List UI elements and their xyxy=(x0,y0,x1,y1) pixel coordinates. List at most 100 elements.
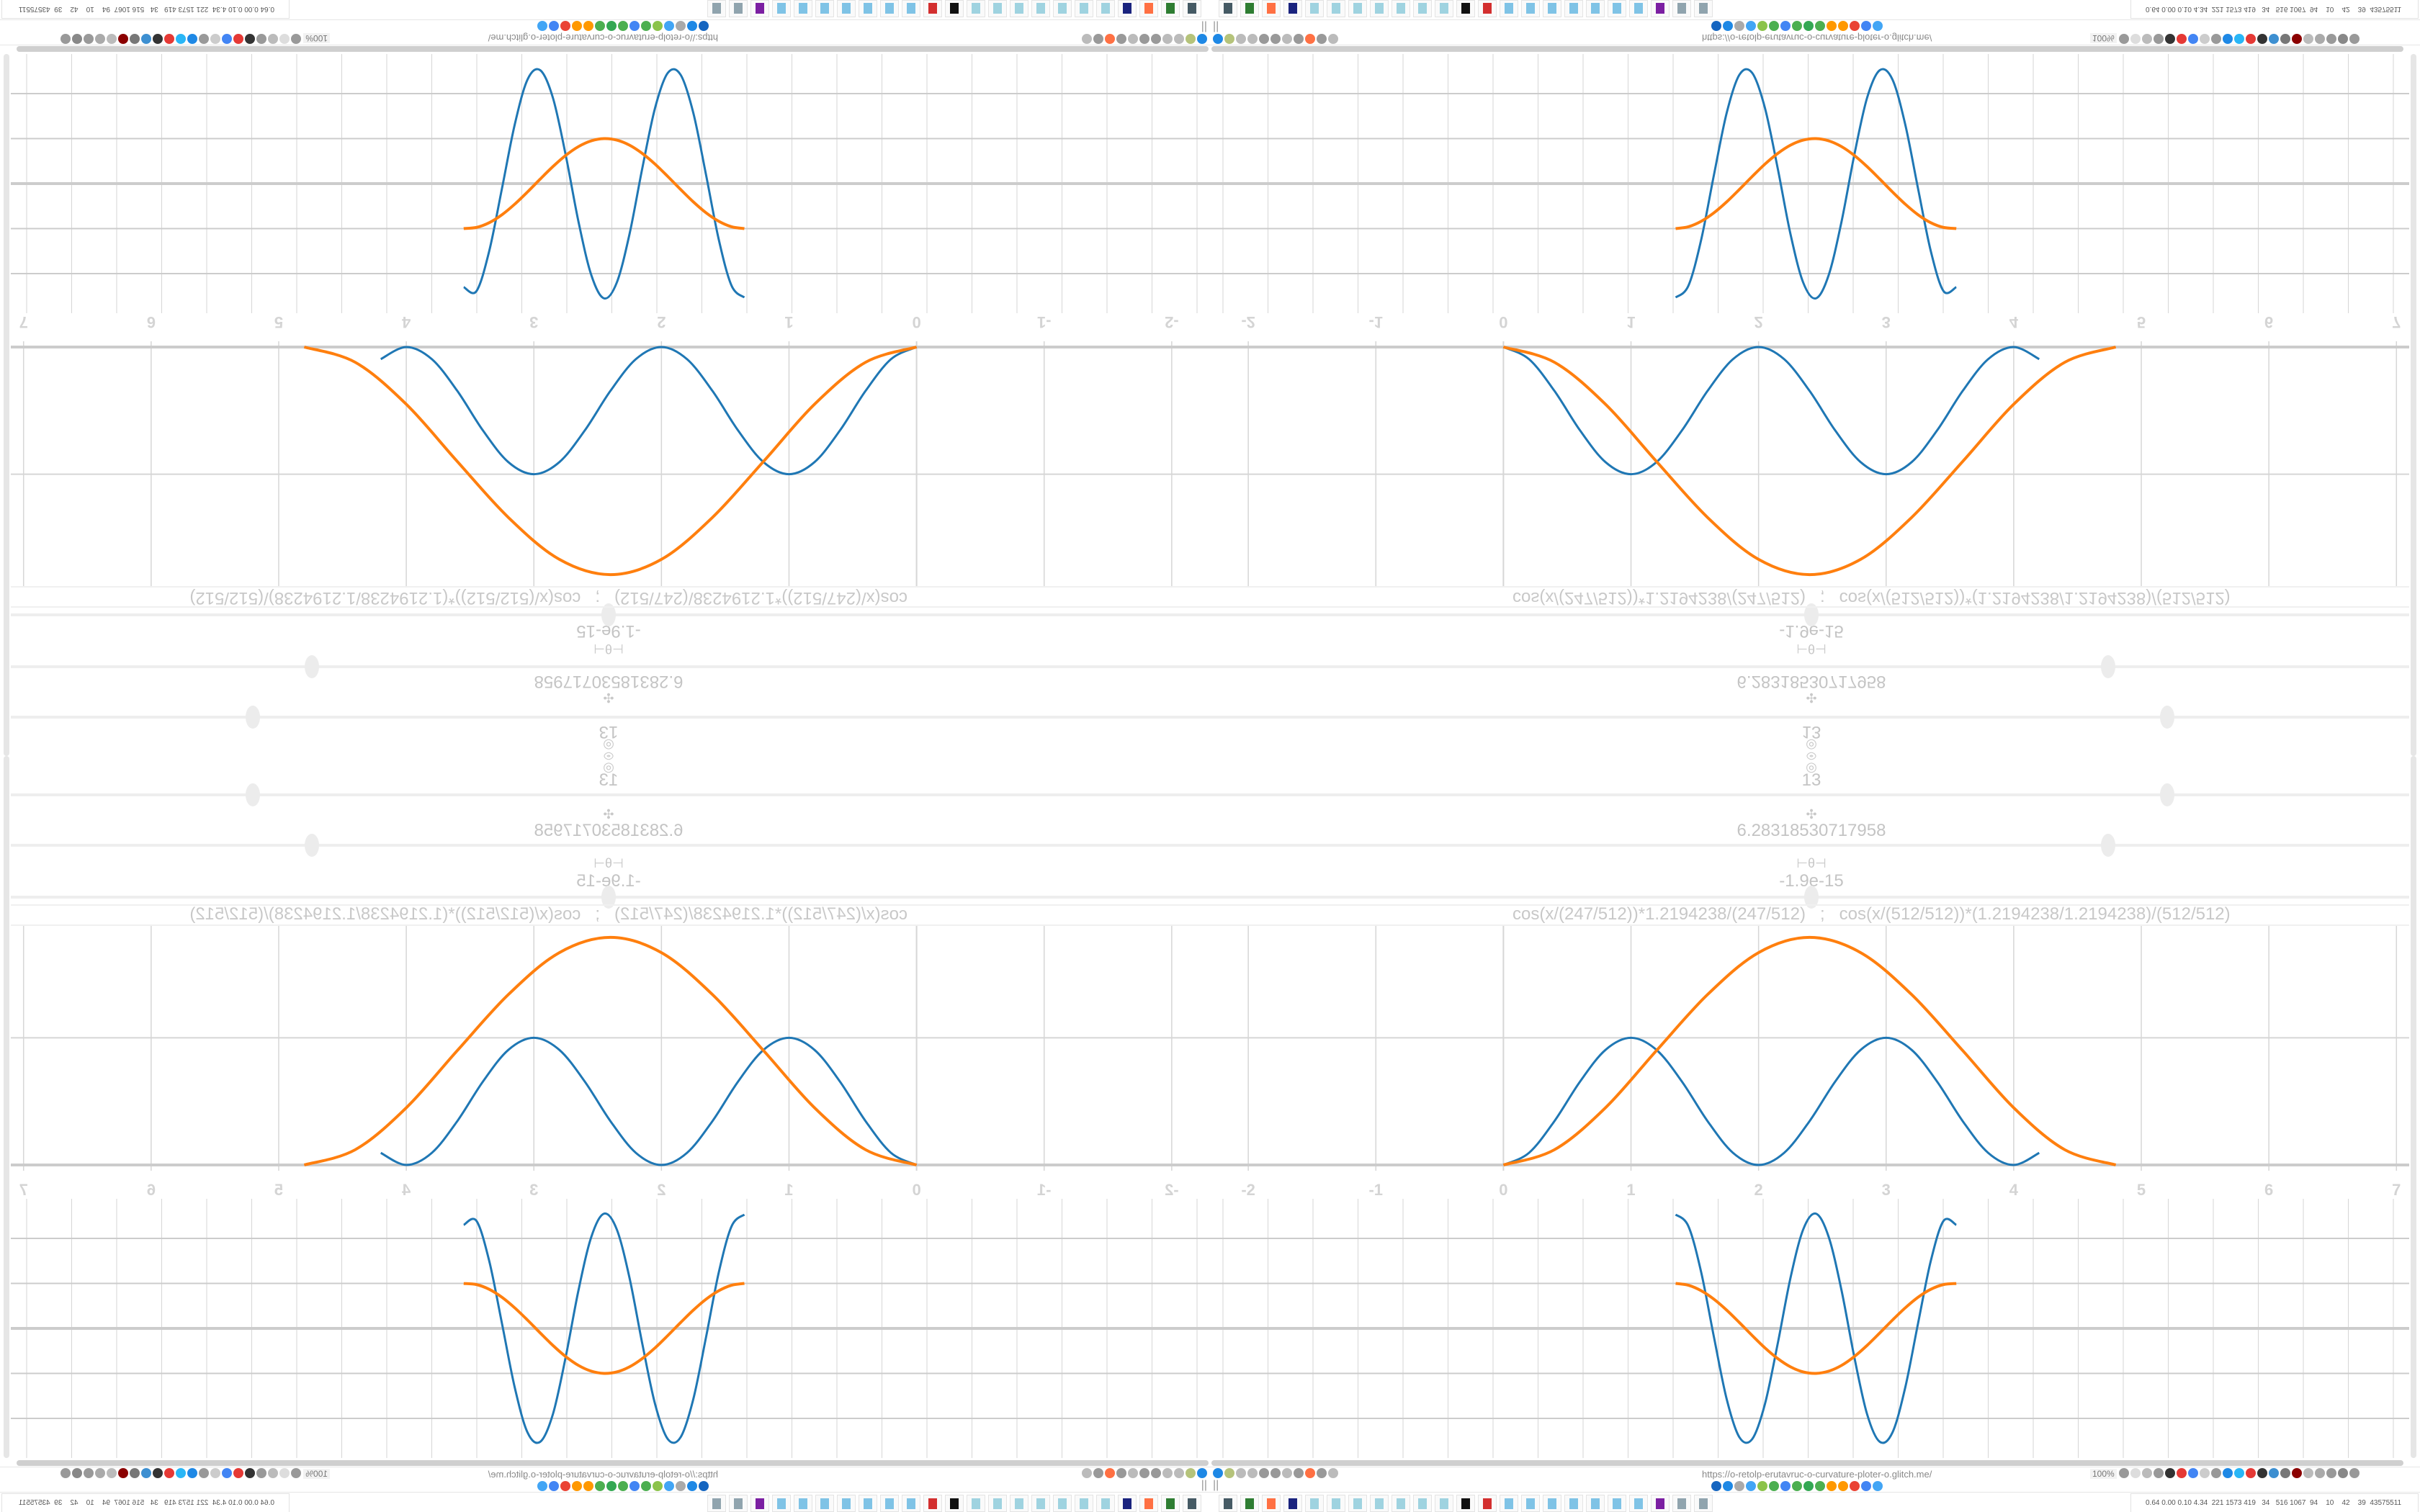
zoom-level[interactable]: 100% xyxy=(2090,1469,2117,1479)
formula-text[interactable]: cos(x/(247/512))*1.2194238/(247/512) ; c… xyxy=(189,588,908,608)
taskbar-button[interactable] xyxy=(750,1495,769,1512)
taskbar-button[interactable] xyxy=(1219,0,1237,17)
taskbar-button[interactable] xyxy=(837,1495,856,1512)
taskbar-button[interactable] xyxy=(1694,1495,1713,1512)
zoom-level[interactable]: 100% xyxy=(303,33,330,43)
toolbar-icon[interactable] xyxy=(1838,1481,1848,1491)
toolbar-icon[interactable] xyxy=(187,34,197,44)
toolbar-icon[interactable] xyxy=(1815,1481,1825,1491)
taskbar-button[interactable] xyxy=(1305,0,1324,17)
parameter-slider[interactable] xyxy=(1210,706,2409,729)
pause-icon[interactable]: || xyxy=(1201,21,1207,33)
toolbar-icon[interactable] xyxy=(2211,34,2221,44)
toolbar-icon[interactable] xyxy=(245,1468,255,1478)
taskbar-button[interactable] xyxy=(1370,1495,1389,1512)
toolbar-icon[interactable] xyxy=(2188,34,2198,44)
taskbar-button[interactable] xyxy=(729,0,748,17)
curve-chart-top[interactable] xyxy=(1210,341,2409,586)
toolbar-icon[interactable] xyxy=(1213,1468,1223,1478)
curvature-chart-bottom[interactable] xyxy=(1210,54,2409,313)
toolbar-icon[interactable] xyxy=(2280,1468,2290,1478)
taskbar-button[interactable] xyxy=(1521,0,1540,17)
toolbar-icon[interactable] xyxy=(2269,1468,2279,1478)
taskbar-button[interactable] xyxy=(1586,1495,1605,1512)
toolbar-icon[interactable] xyxy=(187,1468,197,1478)
toolbar-icon[interactable] xyxy=(2165,34,2175,44)
taskbar-button[interactable] xyxy=(794,1495,812,1512)
toolbar-icon[interactable] xyxy=(176,1468,186,1478)
taskbar-button[interactable] xyxy=(1118,0,1137,17)
taskbar-button[interactable] xyxy=(729,1495,748,1512)
parameter-slider[interactable] xyxy=(11,834,1210,857)
toolbar-icon[interactable] xyxy=(1282,1468,1292,1478)
zoom-level[interactable]: 100% xyxy=(2090,33,2117,43)
toolbar-icon[interactable] xyxy=(72,1468,82,1478)
toolbar-icon[interactable] xyxy=(84,1468,94,1478)
taskbar-button[interactable] xyxy=(859,1495,877,1512)
toolbar-icon[interactable] xyxy=(245,34,255,44)
taskbar-button[interactable] xyxy=(1370,0,1389,17)
taskbar-button[interactable] xyxy=(1240,0,1259,17)
taskbar-button[interactable] xyxy=(1183,0,1201,17)
toolbar-icon[interactable] xyxy=(2303,1468,2313,1478)
toolbar-icon[interactable] xyxy=(699,1481,709,1491)
taskbar-button[interactable] xyxy=(1327,0,1345,17)
toolbar-icon[interactable] xyxy=(1803,1481,1814,1491)
toolbar-icon[interactable] xyxy=(2188,1468,2198,1478)
formula-text[interactable]: cos(x/(247/512))*1.2194238/(247/512) ; c… xyxy=(1512,588,2231,608)
toolbar-icon[interactable] xyxy=(1328,1468,1338,1478)
toolbar-icon[interactable] xyxy=(1815,21,1825,31)
slider-thumb[interactable] xyxy=(305,834,319,857)
toolbar-icon[interactable] xyxy=(279,1468,290,1478)
toolbar-icon[interactable] xyxy=(233,34,243,44)
parameter-slider[interactable] xyxy=(11,655,1210,678)
toolbar-icon[interactable] xyxy=(107,34,117,44)
pause-icon[interactable]: || xyxy=(1201,1479,1207,1491)
toolbar-icon[interactable] xyxy=(1186,34,1196,44)
taskbar-button[interactable] xyxy=(1672,1495,1691,1512)
taskbar-button[interactable] xyxy=(1651,0,1670,17)
toolbar-icon[interactable] xyxy=(72,34,82,44)
taskbar-button[interactable] xyxy=(1240,1495,1259,1512)
toolbar-icon[interactable] xyxy=(222,34,232,44)
horizontal-scrollbar[interactable] xyxy=(17,1460,1209,1466)
toolbar-icon[interactable] xyxy=(1128,34,1138,44)
horizontal-scrollbar[interactable] xyxy=(1211,46,2403,52)
taskbar-button[interactable] xyxy=(1010,1495,1028,1512)
toolbar-icon[interactable] xyxy=(1162,1468,1173,1478)
taskbar-button[interactable] xyxy=(1694,0,1713,17)
taskbar-button[interactable] xyxy=(967,1495,985,1512)
taskbar-button[interactable] xyxy=(1500,1495,1518,1512)
parameter-slider[interactable] xyxy=(11,783,1210,806)
toolbar-icon[interactable] xyxy=(583,1481,593,1491)
taskbar-button[interactable] xyxy=(1456,0,1475,17)
toolbar-icon[interactable] xyxy=(606,1481,617,1491)
taskbar-button[interactable] xyxy=(945,1495,964,1512)
taskbar-button[interactable] xyxy=(988,1495,1007,1512)
slider-thumb[interactable] xyxy=(2101,655,2115,678)
toolbar-icon[interactable] xyxy=(2119,1468,2129,1478)
taskbar-button[interactable] xyxy=(1283,1495,1302,1512)
toolbar-icon[interactable] xyxy=(618,1481,628,1491)
toolbar-icon[interactable] xyxy=(199,34,209,44)
toolbar-icon[interactable] xyxy=(141,34,151,44)
taskbar-button[interactable] xyxy=(1031,1495,1050,1512)
curvature-chart-bottom[interactable] xyxy=(1210,1199,2409,1458)
toolbar-icon[interactable] xyxy=(291,1468,301,1478)
toolbar-icon[interactable] xyxy=(1116,34,1126,44)
toolbar-icon[interactable] xyxy=(130,1468,140,1478)
toolbar-icon[interactable] xyxy=(2280,34,2290,44)
toolbar-icon[interactable] xyxy=(1213,34,1223,44)
taskbar-button[interactable] xyxy=(1348,0,1367,17)
toolbar-icon[interactable] xyxy=(1247,34,1258,44)
taskbar-button[interactable] xyxy=(1262,1495,1281,1512)
toolbar-icon[interactable] xyxy=(2246,1468,2256,1478)
taskbar-button[interactable] xyxy=(859,0,877,17)
toolbar-icon[interactable] xyxy=(2326,34,2336,44)
toolbar-icon[interactable] xyxy=(1734,1481,1744,1491)
slider-thumb[interactable] xyxy=(2160,783,2174,806)
toolbar-icon[interactable] xyxy=(130,34,140,44)
curve-chart-top[interactable] xyxy=(1210,926,2409,1171)
toolbar-icon[interactable] xyxy=(1873,21,1883,31)
toolbar-icon[interactable] xyxy=(1780,21,1791,31)
